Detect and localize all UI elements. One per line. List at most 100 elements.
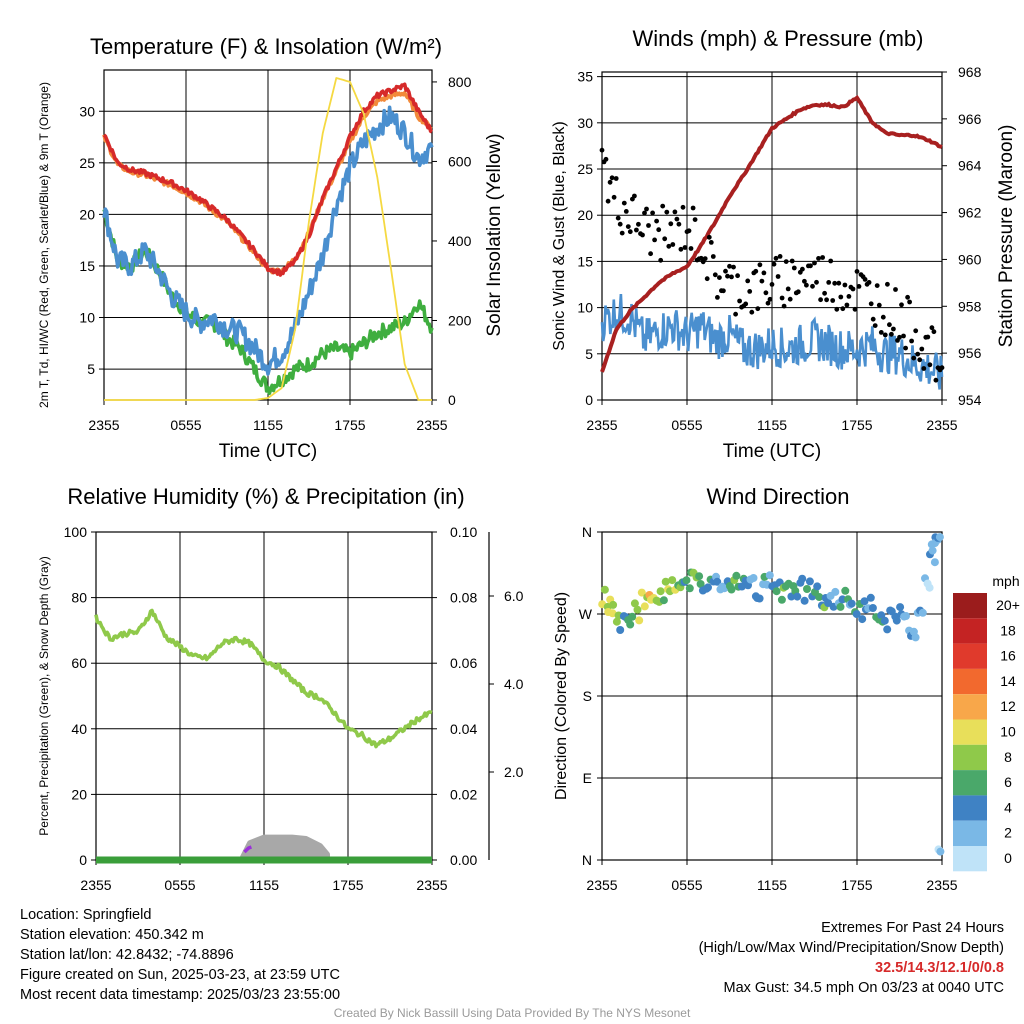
gust-point — [747, 289, 753, 294]
direction-point — [831, 587, 840, 596]
wind-speed-line — [600, 294, 944, 390]
direction-point — [659, 596, 668, 605]
solar-ytick-label: 0 — [448, 392, 456, 408]
colorbar-label: 8 — [1004, 749, 1012, 765]
gust-point — [692, 217, 698, 223]
winds-panel: Winds (mph) & Pressure (mb) 0 5 10 15 20 25 30… — [551, 26, 1017, 462]
gust-point — [648, 251, 653, 257]
gust-point — [749, 309, 755, 315]
direction-point — [696, 580, 705, 588]
direction-point — [880, 616, 889, 625]
gust-point — [672, 209, 678, 215]
direction-point — [772, 587, 781, 596]
direction-point — [860, 597, 869, 606]
colorbar-label: 12 — [1000, 698, 1016, 714]
direction-point — [626, 620, 635, 629]
precip-ytick-label: 0.02 — [450, 786, 477, 802]
gust-point — [800, 266, 805, 272]
direction-point — [765, 571, 774, 580]
gust-point — [690, 205, 696, 211]
gust-point — [913, 328, 919, 334]
max-gust: Max Gust: 34.5 mph On 03/23 at 0040 UTC — [723, 980, 1004, 996]
gust-point — [876, 302, 882, 308]
wind-ytick-label: 25 — [577, 161, 593, 177]
dir-ylabel: Direction (Colored By Speed) — [553, 592, 570, 800]
colorbar-swatch — [953, 770, 987, 796]
gust-point — [733, 311, 738, 317]
gust-point — [917, 357, 923, 363]
gust-point — [789, 258, 795, 264]
gust-point — [878, 330, 884, 335]
dir-ytick-label: S — [583, 688, 592, 704]
pressure-ytick-label: 956 — [958, 345, 982, 361]
station-info: Location: Springfield Station elevation:… — [20, 905, 340, 1005]
direction-point — [836, 602, 845, 611]
gust-point — [757, 262, 763, 268]
gust-point — [836, 280, 842, 286]
colorbar-title: mph — [992, 573, 1019, 589]
gust-point — [872, 323, 878, 328]
rh-ytick-label: 60 — [71, 655, 87, 671]
rh-xtick-label: 2355 — [80, 877, 111, 893]
gust-point — [822, 290, 827, 296]
temp-xtick-label: 1155 — [253, 417, 283, 433]
most-recent-data: Most recent data timestamp: 2025/03/23 2… — [20, 987, 341, 1003]
solar-ytick-label: 200 — [448, 312, 472, 328]
gust-point — [775, 274, 781, 279]
gust-point — [899, 302, 904, 308]
direction-point — [858, 615, 867, 624]
gust-point — [753, 268, 759, 274]
direction-point — [798, 574, 807, 583]
pressure-ytick-label: 966 — [958, 111, 982, 127]
gust-point — [627, 229, 633, 235]
gust-point — [735, 273, 740, 279]
gust-point — [850, 286, 856, 292]
temperature-panel-title: Temperature (F) & Insolation (W/m²) — [90, 34, 442, 59]
direction-point — [793, 592, 802, 601]
pressure-ytick-label: 954 — [958, 392, 982, 408]
gust-point — [818, 297, 823, 303]
direction-point — [925, 583, 934, 592]
direction-point — [911, 633, 920, 642]
gust-point — [755, 306, 761, 312]
gust-point — [808, 263, 813, 269]
precip-ytick-label: 0.04 — [450, 721, 477, 737]
direction-point — [727, 585, 736, 594]
gust-point — [666, 243, 672, 249]
gust-point — [650, 210, 655, 216]
rh-ytick-label: 40 — [71, 721, 87, 737]
colorbar-label: 20+ — [996, 597, 1020, 613]
gust-point — [907, 299, 912, 305]
temp-series-blue — [102, 105, 434, 376]
rh-xtick-label: 1155 — [249, 877, 279, 893]
wind-ytick-label: 5 — [585, 346, 593, 362]
station-latlon: Station lat/lon: 42.8432; -74.8896 — [20, 947, 234, 963]
wind-ylabel: Sonic Wind & Gust (Blue, Black) — [551, 121, 568, 350]
gust-point — [929, 325, 935, 331]
gust-point — [619, 230, 625, 236]
gust-point — [791, 265, 797, 271]
humidity-panel-title: Relative Humidity (%) & Precipitation (i… — [67, 484, 464, 509]
gust-point — [779, 295, 785, 301]
colorbar-label: 0 — [1004, 850, 1012, 866]
dir-xtick-label: 2355 — [586, 877, 617, 893]
wind-ytick-label: 10 — [577, 300, 593, 316]
gust-point — [607, 179, 613, 185]
gust-point — [721, 288, 726, 294]
pressure-ylabel: Station Pressure (Maroon) — [996, 125, 1017, 348]
gust-point — [838, 294, 844, 300]
temp-xtick-label: 2355 — [88, 417, 119, 433]
gust-point — [662, 236, 668, 242]
gust-point — [698, 255, 704, 261]
station-elevation: Station elevation: 450.342 m — [20, 927, 204, 943]
direction-point — [737, 582, 746, 591]
direction-point — [713, 577, 722, 586]
direction-point — [777, 595, 786, 604]
gust-point — [891, 326, 896, 332]
purple-trace — [243, 845, 252, 854]
gust-point — [625, 224, 631, 230]
temp-xlabel: Time (UTC) — [219, 441, 318, 462]
temp-ytick-label: 20 — [79, 206, 95, 222]
pressure-ytick-label: 962 — [958, 205, 982, 221]
